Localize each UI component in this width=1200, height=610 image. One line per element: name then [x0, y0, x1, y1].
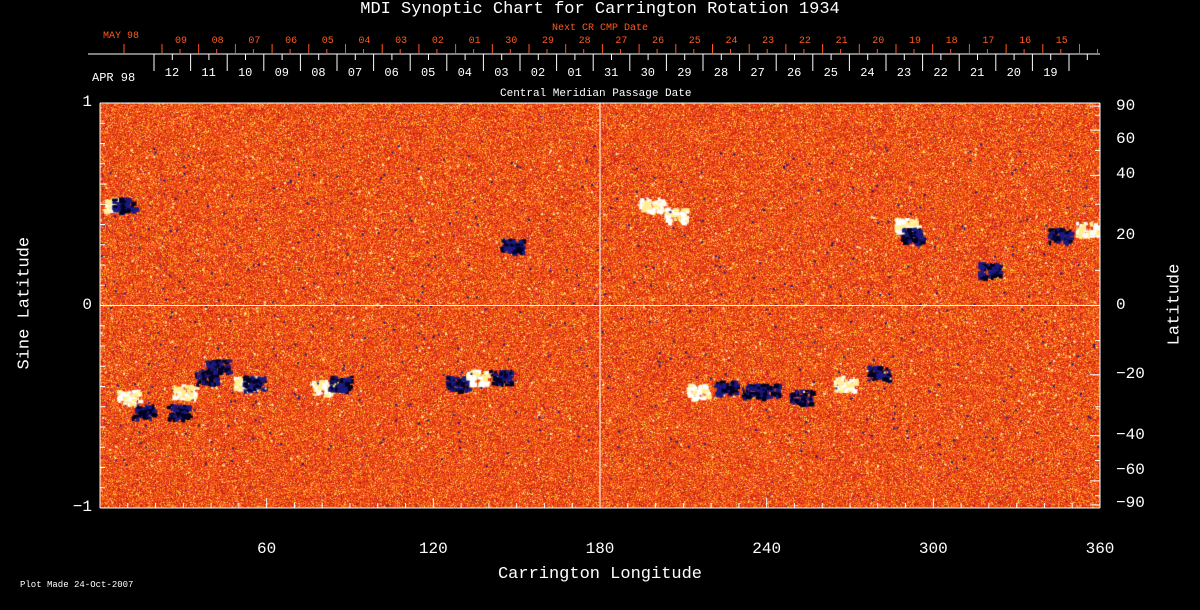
chart-title: MDI Synoptic Chart for Carrington Rotati… — [0, 0, 1200, 19]
y-right-tick-label: −40 — [1116, 426, 1145, 444]
y-right-tick-label: −60 — [1116, 461, 1145, 479]
footer-plot-date: Plot Made 24-Oct-2007 — [20, 580, 133, 590]
y-left-tick-label: 0 — [82, 296, 92, 314]
next-axis-label: Next CR CMP Date — [552, 23, 648, 34]
x-tick-label: 360 — [1070, 540, 1130, 558]
x-tick-label: 240 — [737, 540, 797, 558]
cmp-date-label: 19 — [1020, 66, 1080, 80]
top-axis-label: Central Meridian Passage Date — [500, 88, 691, 100]
x-tick-label: 60 — [237, 540, 297, 558]
next-cmp-date-label: 15 — [1032, 36, 1092, 47]
y-right-tick-label: 60 — [1116, 130, 1135, 148]
y-axis-left-label: Sine Latitude — [16, 240, 35, 370]
top-axis-month: APR 98 — [92, 71, 135, 85]
y-right-tick-label: 20 — [1116, 226, 1135, 244]
y-right-tick-label: 90 — [1116, 97, 1135, 115]
y-axis-right-label: Latitude — [1166, 260, 1185, 350]
y-right-tick-label: −90 — [1116, 494, 1145, 512]
x-axis-label: Carrington Longitude — [0, 565, 1200, 584]
y-right-tick-label: −20 — [1116, 365, 1145, 383]
y-left-tick-label: −1 — [73, 498, 92, 516]
y-right-tick-label: 0 — [1116, 296, 1126, 314]
y-right-tick-label: 40 — [1116, 165, 1135, 183]
x-tick-label: 180 — [570, 540, 630, 558]
next-axis-month: MAY 98 — [103, 31, 139, 42]
y-left-tick-label: 1 — [82, 93, 92, 111]
x-tick-label: 300 — [903, 540, 963, 558]
x-tick-label: 120 — [403, 540, 463, 558]
